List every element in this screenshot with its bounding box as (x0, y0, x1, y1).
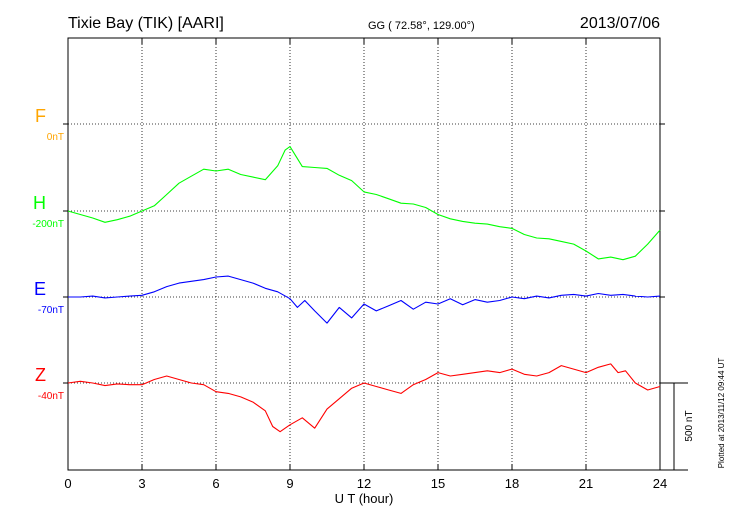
scale-bar-label: 500 nT (684, 410, 695, 441)
x-tick-label: 6 (212, 476, 219, 491)
x-tick-label: 18 (505, 476, 519, 491)
x-tick-label: 15 (431, 476, 445, 491)
series-baseline-h: -200nT (32, 219, 64, 230)
x-tick-labels: 0 3 6 9 12 15 18 21 24 (64, 476, 667, 491)
x-tick-label: 0 (64, 476, 71, 491)
series-name-h: H (33, 193, 46, 213)
x-tick-label: 12 (357, 476, 371, 491)
traces (68, 147, 660, 432)
x-tick-label: 21 (579, 476, 593, 491)
x-tick-label: 9 (286, 476, 293, 491)
plotted-at-note: Plotted at 2013/11/12 09:44 UT (717, 358, 726, 469)
x-tick-label: 3 (138, 476, 145, 491)
series-baseline-z: -40nT (38, 391, 64, 402)
scale-bar: 500 nT (660, 383, 695, 470)
series-name-e: E (34, 279, 46, 299)
x-axis-label: U T (hour) (335, 491, 394, 506)
grid (68, 38, 660, 470)
series-name-f: F (35, 106, 46, 126)
series-baseline-f: 0nT (47, 132, 64, 143)
series-name-z: Z (35, 365, 46, 385)
x-tick-label: 24 (653, 476, 667, 491)
plot-date: 2013/07/06 (580, 15, 660, 32)
station-coordinates: GG ( 72.58°, 129.00°) (368, 20, 475, 32)
station-title: Tixie Bay (TIK) [AARI] (68, 15, 224, 32)
series-baseline-e: -70nT (38, 305, 64, 316)
